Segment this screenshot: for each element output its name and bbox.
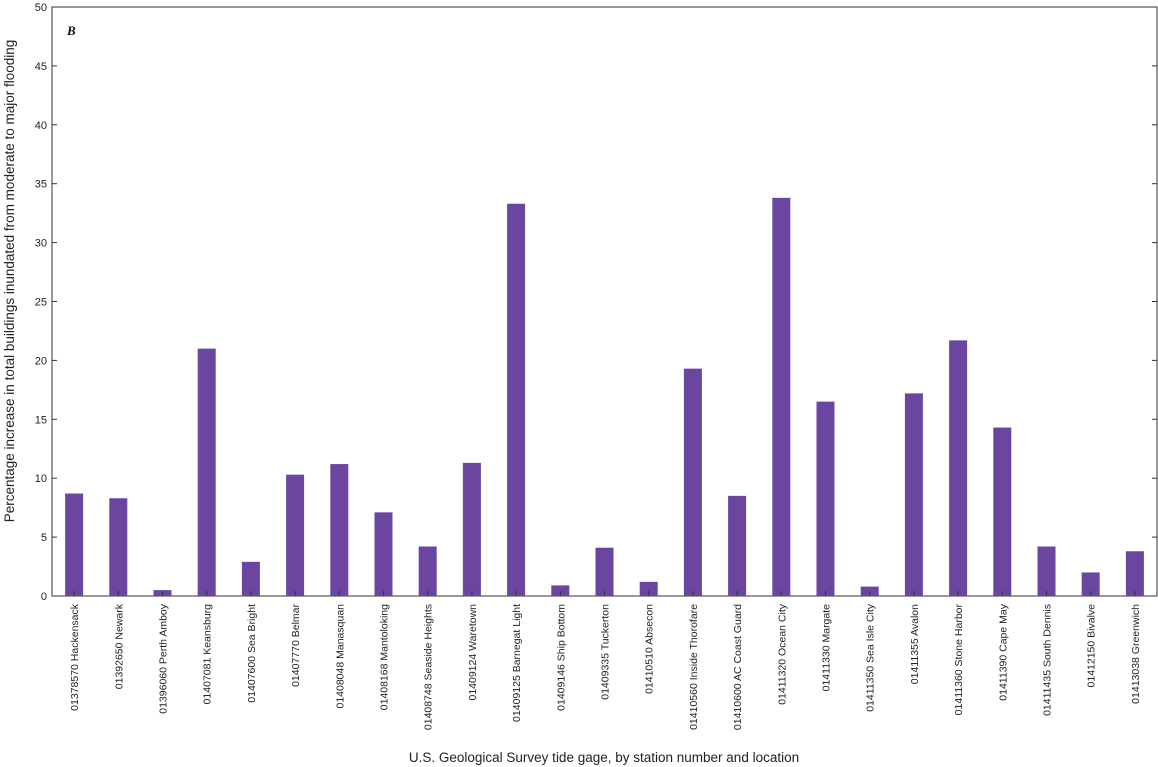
x-tick-label: 01378570 Hackensack: [69, 603, 81, 711]
bar: [816, 401, 835, 596]
y-tick-label: 50: [35, 2, 47, 14]
y-axis-title: Percentage increase in total buildings i…: [2, 40, 17, 523]
bar: [65, 493, 84, 596]
x-tick-label: 01396060 Perth Amboy: [158, 603, 170, 713]
x-tick-label: 01410560 Inside Thorofare: [688, 604, 700, 730]
x-tick-label: 01411390 Cape May: [997, 603, 1009, 700]
x-tick-label: 01411360 Stone Harbor: [953, 604, 965, 716]
bar: [1125, 551, 1144, 596]
y-tick-label: 10: [35, 473, 47, 485]
bar: [462, 462, 481, 596]
bar: [330, 464, 349, 596]
bar: [418, 546, 437, 596]
x-tick-label: 01411435 South Dennis: [1042, 604, 1054, 716]
bar: [507, 203, 526, 596]
plot-frame: [51, 6, 1158, 597]
x-tick-label: 01392650 Newark: [113, 603, 125, 689]
x-tick-label: 01410510 Absecon: [644, 604, 656, 694]
x-tick-label: 01407600 Sea Bright: [246, 604, 258, 703]
bar: [286, 474, 305, 596]
x-tick-label: 01411355 Avalon: [909, 604, 921, 684]
bar: [728, 495, 747, 596]
x-tick-label: 01411330 Margate: [821, 604, 833, 692]
y-tick-label: 5: [41, 532, 47, 544]
x-tick-label: 01408748 Seaside Heights: [423, 604, 435, 730]
bar: [772, 197, 791, 596]
y-tick-label: 20: [35, 355, 47, 367]
y-tick-label: 40: [35, 120, 47, 132]
bar: [639, 581, 658, 596]
bar: [683, 368, 702, 596]
x-tick-label: 01407770 Belmar: [290, 604, 302, 687]
y-axis-ticks: 0 5 10 15 20 25 30 35 40 45 50: [35, 2, 1157, 603]
x-tick-label: 01409125 Barnegat Light: [511, 604, 523, 722]
x-tick-label: 01407081 Keansburg: [202, 604, 214, 705]
x-axis-ticks: 01378570 Hackensack 01392650 Newark 013960…: [69, 591, 1142, 730]
x-tick-label: 01409124 Waretown: [467, 604, 479, 701]
bar: [904, 393, 923, 596]
x-tick-label: 01408168 Mantoloking: [379, 604, 391, 710]
x-axis-title: U.S. Geological Survey tide gage, by sta…: [409, 750, 799, 765]
x-tick-label: 01410600 AC Coast Guard: [732, 604, 744, 730]
x-tick-label: 01413038 Greenwich: [1130, 604, 1142, 704]
panel-label: B: [66, 23, 76, 38]
bar: [949, 340, 968, 596]
bar: [374, 512, 393, 596]
x-tick-label: 01411350 Sea Isle City: [865, 603, 877, 712]
y-tick-label: 15: [35, 414, 47, 426]
x-tick-label: 01408048 Manasquan: [334, 604, 346, 709]
x-tick-label: 01409146 Ship Bottom: [555, 604, 567, 711]
bar: [595, 547, 614, 596]
bar: [241, 561, 260, 596]
bar: [109, 498, 128, 596]
x-tick-label: 01409335 Tuckerton: [600, 604, 612, 700]
x-tick-label: 01411320 Ocean City: [776, 603, 788, 705]
bar: [551, 585, 570, 596]
x-tick-label: 01412150 Bivalve: [1086, 604, 1098, 688]
y-tick-label: 45: [35, 61, 47, 73]
bar: [993, 427, 1012, 596]
bar: [1037, 546, 1056, 596]
y-tick-label: 35: [35, 179, 47, 191]
y-tick-label: 25: [35, 297, 47, 309]
plot-border: [51, 6, 1158, 597]
bar: [1081, 572, 1100, 596]
bars: [65, 197, 1144, 596]
y-tick-label: 0: [41, 591, 47, 603]
y-tick-label: 30: [35, 238, 47, 250]
bar: [197, 348, 216, 596]
